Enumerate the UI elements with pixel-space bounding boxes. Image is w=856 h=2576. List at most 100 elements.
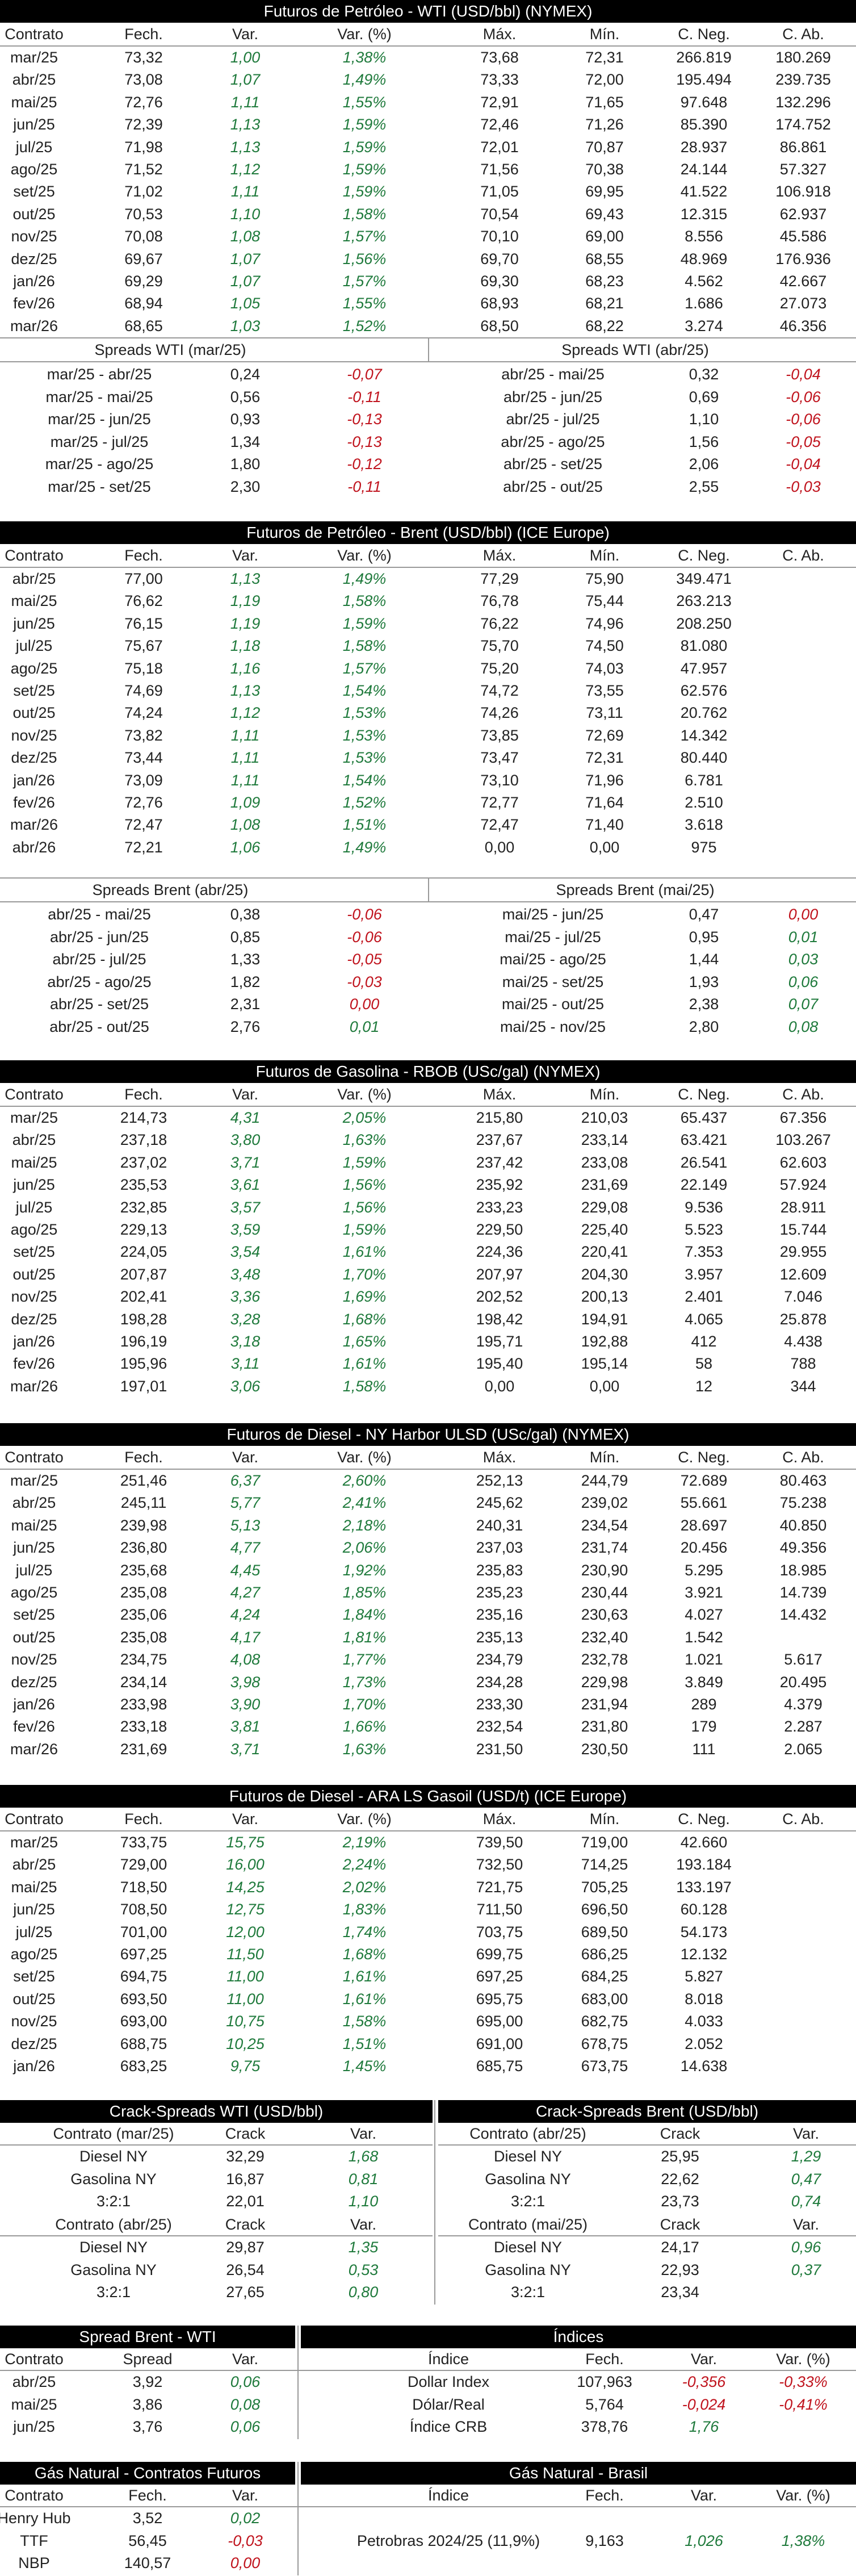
table-cell: 266.819 xyxy=(676,49,732,66)
spread-value: 0,56 xyxy=(230,388,261,405)
table-cell: 4.438 xyxy=(784,1333,823,1350)
table-cell: nov/25 xyxy=(11,1288,57,1306)
spread-value: 0,47 xyxy=(689,906,719,923)
table-cell: 3,76 xyxy=(132,2418,163,2435)
table-cell: 207,97 xyxy=(476,1265,523,1283)
divider xyxy=(0,2506,856,2507)
column-header: Var. xyxy=(232,2351,259,2368)
table-cell: 197,01 xyxy=(120,1377,167,1395)
table-cell: 1,55% xyxy=(342,295,387,312)
column-header: Var. xyxy=(690,2351,717,2368)
spreads-title: Spreads WTI (mar/25) xyxy=(94,341,246,358)
table-row: mai/25 - set/25 1,93 0,06 xyxy=(428,971,856,994)
table-row: nov/25 73,82 1,11 1,53% 73,85 72,69 14.342 xyxy=(0,725,856,747)
spread-var: -0,11 xyxy=(347,388,381,405)
table-cell: 691,00 xyxy=(476,2035,523,2052)
table-cell: 3:2:1 xyxy=(96,2284,131,2301)
table-cell: 7.046 xyxy=(784,1288,823,1306)
table-cell: 1,29 xyxy=(791,2148,821,2165)
table-cell: jul/25 xyxy=(15,1561,53,1579)
table-cell: 132.296 xyxy=(775,93,831,111)
spread-pair: abr/25 - mai/25 xyxy=(501,366,605,383)
table-cell: 232,85 xyxy=(120,1198,167,1216)
divider xyxy=(0,2235,433,2236)
table-cell: 0,37 xyxy=(791,2261,821,2278)
table-cell: jun/25 xyxy=(13,1176,55,1194)
table-cell: 1,08 xyxy=(230,816,261,834)
table-row: jun/25 72,39 1,13 1,59% 72,46 71,26 85.390 174.… xyxy=(0,114,856,136)
table-cell: 235,83 xyxy=(476,1561,523,1579)
spread-value: 1,10 xyxy=(689,411,719,428)
table-cell: 1,51% xyxy=(342,2035,387,2052)
table-cell: 73,85 xyxy=(480,726,519,744)
table-row: abr/25 237,18 3,80 1,63% 237,67 233,14 63.421 1… xyxy=(0,1129,856,1151)
table-cell: 86.861 xyxy=(779,138,827,156)
column-header: C. Neg. xyxy=(678,1810,730,1828)
table-cell: 1,55% xyxy=(342,93,387,111)
table-row: mai/25 - jul/25 0,95 0,01 xyxy=(428,926,856,949)
table-row: mar/25 73,32 1,00 1,38% 73,68 72,31 266.819 180… xyxy=(0,47,856,69)
table-cell: 195,40 xyxy=(476,1355,523,1373)
table-row: mar/25 - jun/25 0,93 -0,13 xyxy=(0,408,428,431)
table-cell: 1,77% xyxy=(342,1651,387,1668)
table-cell: 103.267 xyxy=(775,1131,831,1149)
table-cell: 73,09 xyxy=(124,771,163,789)
table-cell: 234,28 xyxy=(476,1673,523,1691)
table-cell: 235,68 xyxy=(120,1561,167,1579)
table-cell: -0,03 xyxy=(228,2532,263,2549)
column-header: Contrato (abr/25) xyxy=(469,2125,586,2142)
table-row: jun/25 3,76 0,06 Índice CRB 378,76 1,76 xyxy=(0,2416,856,2439)
table-cell: 232,54 xyxy=(476,1718,523,1736)
table-cell: 72,69 xyxy=(585,726,624,744)
table-cell: 233,30 xyxy=(476,1696,523,1713)
table-cell: 20.762 xyxy=(680,704,728,722)
table-cell: jun/25 xyxy=(13,614,55,632)
table-cell: mar/26 xyxy=(10,317,58,334)
spreads-right-title: Spreads Brent (mai/25) xyxy=(428,879,856,901)
table-row: jun/25 708,50 12,75 1,83% 711,50 696,50 60.128 xyxy=(0,1898,856,1921)
table-cell: 75,90 xyxy=(585,570,624,587)
table-cell: 240,31 xyxy=(476,1516,523,1534)
table-cell: 72,76 xyxy=(124,93,163,111)
table-cell: 1,10 xyxy=(230,205,261,223)
table-cell: nov/25 xyxy=(11,1651,57,1668)
table-cell: 72,77 xyxy=(480,794,519,811)
table-cell: 1,74% xyxy=(342,1923,387,1941)
table-row: set/25 694,75 11,00 1,61% 697,25 684,25 5.827 xyxy=(0,1966,856,1988)
table-cell: 1,07 xyxy=(230,250,261,267)
section-title: Futuros de Diesel - ARA LS Gasoil (USD/t… xyxy=(0,1785,856,1808)
table-cell: 231,80 xyxy=(581,1718,628,1736)
table-cell: 5,77 xyxy=(230,1494,261,1512)
table-cell: 220,41 xyxy=(581,1243,628,1261)
table-row: Gasolina NY 26,54 0,53 xyxy=(0,2259,856,2282)
column-header: Var. xyxy=(350,2125,377,2142)
table-cell: 1,69% xyxy=(342,1288,387,1306)
table-cell: 111 xyxy=(692,1740,716,1758)
spread-var: 0,07 xyxy=(788,996,819,1013)
table-cell: 3,86 xyxy=(132,2395,163,2413)
spread-pair: mar/25 - jul/25 xyxy=(50,433,149,450)
table-row: jul/25 71,98 1,13 1,59% 72,01 70,87 28.937 86.8… xyxy=(0,136,856,158)
table-cell: 2,60% xyxy=(342,1472,387,1489)
table-cell: 14.342 xyxy=(680,726,728,744)
table-cell: 705,25 xyxy=(581,1878,628,1896)
column-header: Contrato xyxy=(5,26,64,43)
spread-var: 0,00 xyxy=(788,906,819,923)
table-cell: 1.542 xyxy=(685,1628,723,1646)
column-header: Var. xyxy=(792,2125,820,2142)
table-cell: 6.781 xyxy=(685,771,723,789)
table-cell: 1,10 xyxy=(348,2193,379,2210)
spread-pair: abr/25 - jul/25 xyxy=(52,951,146,968)
column-header: Mín. xyxy=(589,1810,620,1828)
table-cell: set/25 xyxy=(13,1968,55,1985)
column-header: Mín. xyxy=(589,547,620,564)
table-cell: 29.955 xyxy=(779,1243,827,1261)
table-cell: 12,75 xyxy=(226,1901,265,1918)
table-cell: 2,02% xyxy=(342,1878,387,1896)
table-cell: 9.536 xyxy=(685,1198,723,1216)
table-cell: 207,87 xyxy=(120,1265,167,1283)
spread-pair: mai/25 - jun/25 xyxy=(502,906,604,923)
table-row: abr/26 72,21 1,06 1,49% 0,00 0,00 975 xyxy=(0,837,856,859)
table-row: ago/25 229,13 3,59 1,59% 229,50 225,40 5.523 15… xyxy=(0,1219,856,1241)
table-cell: TTF xyxy=(20,2532,48,2549)
